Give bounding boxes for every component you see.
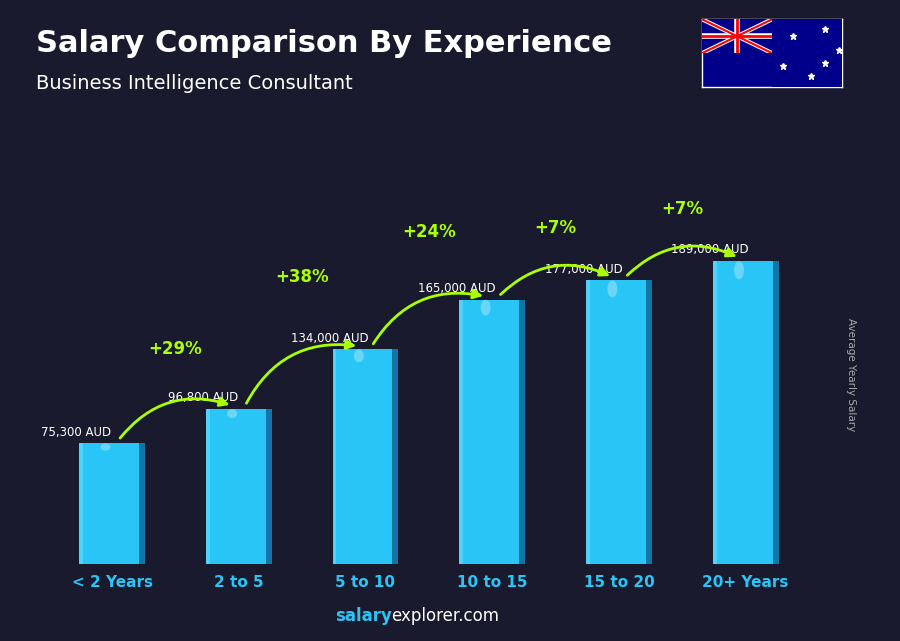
Text: 177,000 AUD: 177,000 AUD [544, 263, 622, 276]
Ellipse shape [608, 281, 617, 297]
Bar [79, 444, 145, 564]
Bar [79, 444, 83, 564]
Text: 165,000 AUD: 165,000 AUD [418, 282, 496, 295]
Bar [459, 299, 525, 564]
Ellipse shape [101, 444, 111, 451]
Ellipse shape [481, 300, 491, 315]
Text: Salary Comparison By Experience: Salary Comparison By Experience [36, 29, 612, 58]
Text: 96,800 AUD: 96,800 AUD [168, 391, 239, 404]
Text: +7%: +7% [662, 200, 703, 218]
Text: Average Yearly Salary: Average Yearly Salary [845, 319, 856, 431]
Text: +38%: +38% [275, 268, 328, 286]
Text: Business Intelligence Consultant: Business Intelligence Consultant [36, 74, 353, 93]
Bar [772, 262, 778, 564]
Text: +29%: +29% [148, 340, 202, 358]
Bar [713, 262, 716, 564]
Bar [392, 349, 399, 564]
Text: 75,300 AUD: 75,300 AUD [41, 426, 112, 438]
Bar [519, 299, 525, 564]
Ellipse shape [354, 349, 364, 362]
Bar [332, 349, 399, 564]
Bar [646, 281, 652, 564]
Bar [586, 281, 652, 564]
Text: +7%: +7% [535, 219, 577, 237]
Text: salary: salary [335, 607, 392, 625]
Bar [266, 409, 272, 564]
Bar [206, 409, 272, 564]
Bar [586, 281, 590, 564]
Bar [206, 409, 210, 564]
Text: +24%: +24% [402, 223, 455, 241]
Bar [459, 299, 464, 564]
Bar [139, 444, 145, 564]
Text: 134,000 AUD: 134,000 AUD [292, 331, 369, 345]
Text: explorer.com: explorer.com [392, 607, 500, 625]
Ellipse shape [734, 262, 744, 279]
Text: 189,000 AUD: 189,000 AUD [671, 244, 749, 256]
Ellipse shape [227, 409, 237, 419]
Bar [713, 262, 778, 564]
Bar [332, 349, 337, 564]
